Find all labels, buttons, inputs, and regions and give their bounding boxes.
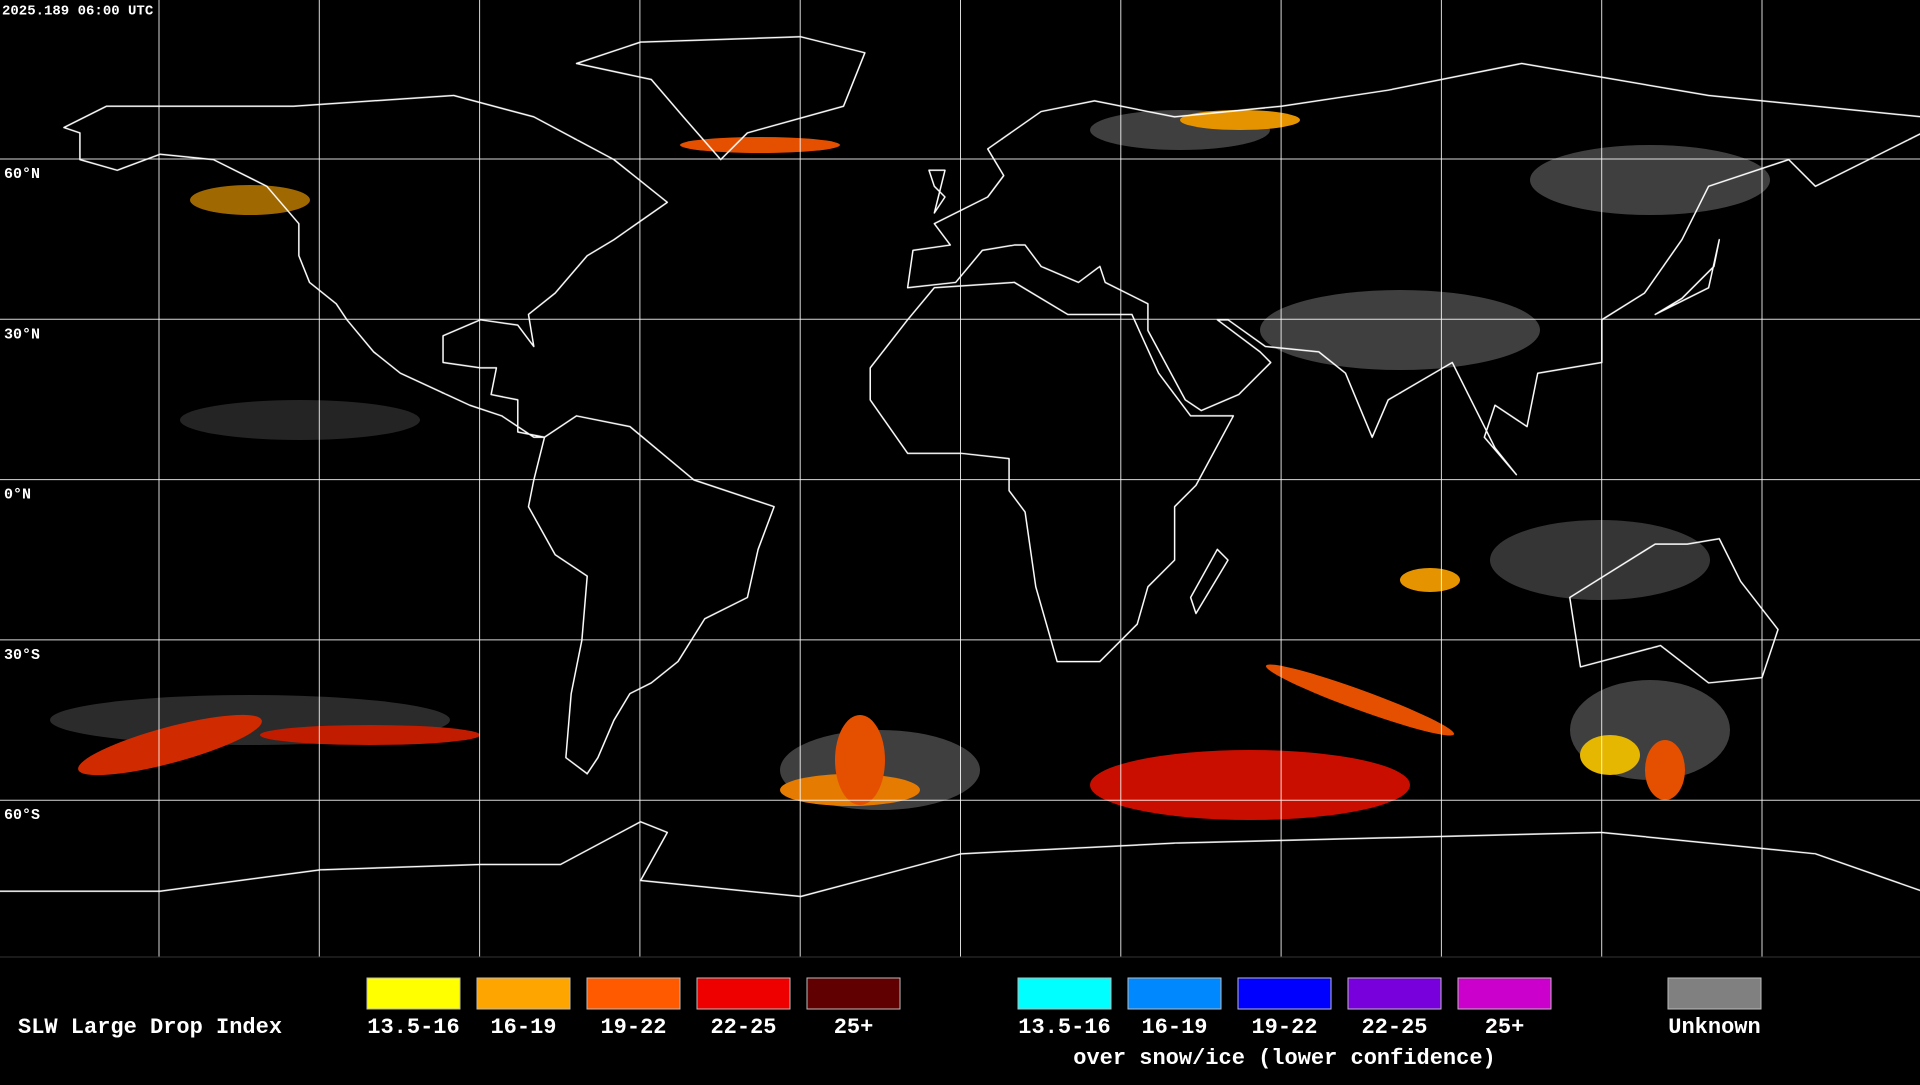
legend-label: 25+ bbox=[834, 1015, 874, 1040]
legend-note: over snow/ice (lower confidence) bbox=[1073, 1046, 1495, 1071]
latitude-label: 30°S bbox=[4, 647, 40, 664]
legend-swatch bbox=[1457, 977, 1552, 1010]
legend-swatch bbox=[1237, 977, 1332, 1010]
latitude-label: 60°N bbox=[4, 166, 40, 183]
legend-swatch bbox=[476, 977, 571, 1010]
latitude-labels: 60°N 30°N 0°N 30°S 60°S bbox=[4, 166, 40, 824]
legend-swatch bbox=[1347, 977, 1442, 1010]
latitude-label: 0°N bbox=[4, 487, 31, 504]
legend-bar bbox=[0, 957, 1920, 1080]
legend-title: SLW Large Drop Index bbox=[18, 1015, 282, 1040]
timestamp: 2025.189 06:00 UTC bbox=[2, 4, 154, 20]
legend-label: 19-22 bbox=[600, 1015, 666, 1040]
legend-label: 13.5-16 bbox=[367, 1015, 459, 1040]
legend-swatch bbox=[586, 977, 681, 1010]
legend-label: 22-25 bbox=[1361, 1015, 1427, 1040]
legend-swatch bbox=[696, 977, 791, 1010]
legend: 13.5-16 16-19 19-22 22-25 25+ 13.5-16 16-19 19-… bbox=[366, 977, 1762, 1071]
legend-label: 16-19 bbox=[490, 1015, 556, 1040]
legend-swatch bbox=[1667, 977, 1762, 1010]
legend-label: 19-22 bbox=[1251, 1015, 1317, 1040]
legend-label: 22-25 bbox=[710, 1015, 776, 1040]
legend-swatch bbox=[1127, 977, 1222, 1010]
latitude-label: 60°S bbox=[4, 807, 40, 824]
imagery bbox=[50, 110, 1770, 820]
legend-label: 25+ bbox=[1485, 1015, 1525, 1040]
legend-label: 13.5-16 bbox=[1018, 1015, 1110, 1040]
latitude-label: 30°N bbox=[4, 326, 40, 343]
legend-swatch bbox=[806, 977, 901, 1010]
legend-label: Unknown bbox=[1668, 1015, 1760, 1040]
legend-swatch bbox=[1017, 977, 1112, 1010]
graticule bbox=[0, 0, 1920, 957]
coastlines bbox=[0, 37, 1920, 897]
legend-swatch bbox=[366, 977, 461, 1010]
legend-label: 16-19 bbox=[1141, 1015, 1207, 1040]
